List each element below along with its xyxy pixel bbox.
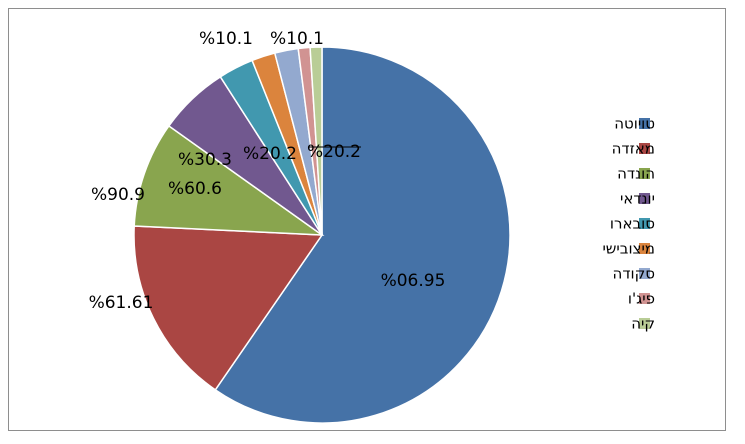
data-label-6: %20.2 (243, 144, 297, 164)
legend-swatch-9 (639, 318, 650, 329)
legend-label-1: טויוטה (614, 115, 655, 133)
legend-swatch-6 (639, 243, 650, 254)
data-labels: %06.95 %61.61 %90.9 %60.6 %30.3 %20.2 %20.2 %10… (89, 29, 446, 313)
pie-slice-9 (309, 46, 323, 236)
legend-swatch-1 (639, 118, 650, 129)
legend-label-6: מיצובישי (602, 240, 655, 258)
legend-label-5: סובארו (610, 215, 655, 233)
legend-label-3: הונדה (617, 165, 655, 183)
legend-swatch-7 (639, 268, 650, 279)
legend-label-7: סקודה (613, 265, 655, 283)
data-label-1: %06.95 (381, 271, 446, 291)
pie-slice-3 (133, 124, 325, 236)
legend-swatch-5 (639, 218, 650, 229)
legend-swatch-2 (639, 143, 650, 154)
pie-chart: %06.95 %61.61 %90.9 %60.6 %30.3 %20.2 %20.2 %10… (89, 29, 655, 424)
legend-swatch-8 (639, 293, 650, 304)
legend: טויוטה מאזדה הונדה יונדאי סובארו מיצובישי סקוד… (602, 115, 655, 333)
data-label-4: %60.6 (168, 179, 222, 199)
legend-label-2: מאזדה (612, 140, 655, 158)
legend-swatch-3 (639, 168, 650, 179)
data-label-7: %20.2 (307, 142, 361, 162)
legend-label-4: יונדאי (620, 190, 655, 208)
legend-swatch-4 (639, 193, 650, 204)
pie-slice-1 (214, 46, 511, 424)
data-label-3: %90.9 (91, 185, 145, 205)
legend-label-8: פיג'ו (628, 290, 655, 308)
chart-area: %06.95 %61.61 %90.9 %60.6 %30.3 %20.2 %20.2 %10… (8, 8, 726, 431)
data-label-5: %30.3 (178, 150, 232, 170)
data-label-8: %10.1 (199, 29, 253, 49)
legend-label-9: קיה (631, 315, 655, 333)
data-label-9: %10.1 (270, 29, 324, 49)
pie-slices (133, 46, 511, 424)
pie-slice-2 (133, 225, 324, 391)
data-label-2: %61.61 (89, 293, 154, 313)
